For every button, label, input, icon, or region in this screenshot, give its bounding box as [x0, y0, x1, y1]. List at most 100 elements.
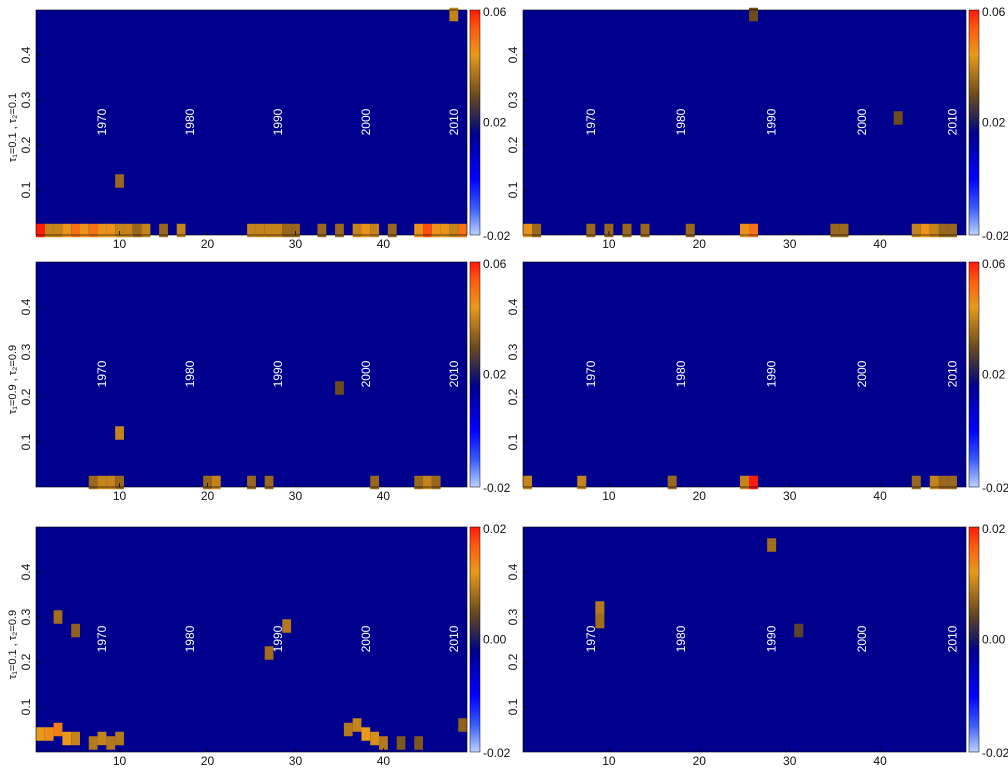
heatmap-cell — [839, 223, 849, 238]
heatmap-cell — [53, 610, 63, 624]
heatmap-cell — [264, 646, 274, 660]
heatmap-cell — [97, 223, 107, 238]
heatmap-cell — [176, 223, 186, 238]
heatmap-cell — [920, 223, 930, 238]
heatmap-cell — [115, 174, 124, 188]
colorbar-tick-label: 0.02 — [483, 116, 507, 130]
year-label: 1990 — [765, 360, 779, 387]
colorbar-tick-label: -0.02 — [982, 481, 1008, 495]
heatmap-background — [36, 527, 467, 752]
year-label: 1970 — [95, 625, 109, 652]
heatmap-cell — [335, 381, 344, 395]
heatmap-cell — [370, 731, 380, 746]
x-tick-label: 40 — [873, 489, 887, 503]
x-tick-label: 10 — [602, 754, 616, 768]
x-tick-label: 20 — [693, 237, 707, 251]
x-tick-label: 30 — [289, 489, 303, 503]
heatmap-cell — [211, 475, 221, 490]
x-tick-label: 20 — [201, 489, 215, 503]
heatmap-cell — [352, 718, 362, 732]
colorbar — [968, 526, 980, 753]
y-tick-label: 0.3 — [19, 343, 33, 360]
heatmap-background — [36, 262, 467, 487]
heatmap-cell — [115, 475, 124, 490]
y-tick-label: 0.2 — [506, 388, 520, 405]
heatmap-cell — [929, 475, 939, 490]
heatmap-cell — [282, 223, 292, 238]
heatmap-cell — [423, 223, 432, 238]
colorbar-tick-label: 0.06 — [483, 257, 507, 271]
year-label: 1980 — [674, 108, 688, 135]
colorbar-tick-label: 0.02 — [982, 522, 1006, 536]
colorbar-tick-label: 0.00 — [982, 633, 1006, 647]
year-label: 2010 — [447, 625, 461, 652]
heatmap-cell — [595, 614, 605, 629]
heatmap-cell — [71, 623, 80, 638]
heatmap-cell — [370, 223, 380, 238]
heatmap-cell — [62, 223, 72, 238]
x-tick-label: 30 — [783, 237, 797, 251]
heatmap-cell — [767, 538, 777, 552]
heatmap-cell — [685, 223, 695, 238]
heatmap-background — [36, 10, 467, 235]
heatmap-cell — [264, 223, 274, 238]
heatmap-cell — [595, 601, 605, 615]
heatmap-panel-2: 10 20 30 40 0.1 0.2 0.3 0.4 1970 1980 1990 2000 2010… — [506, 5, 1008, 251]
y-tick-label: 0.4 — [506, 46, 520, 63]
heatmap-cell — [273, 223, 283, 238]
y-tick-label: 0.4 — [19, 563, 33, 580]
year-label: 1980 — [183, 360, 197, 387]
year-label: 1990 — [271, 625, 285, 652]
year-label: 1980 — [674, 625, 688, 652]
y-tick-label: 0.3 — [506, 91, 520, 108]
y-tick-label: 0.3 — [506, 608, 520, 625]
heatmap-cell — [911, 475, 921, 490]
heatmap-cell — [749, 475, 759, 490]
heatmap-cell — [458, 223, 467, 238]
y-tick-label: 0.2 — [19, 388, 33, 405]
y-tick-label: 0.1 — [19, 433, 33, 450]
heatmap-background — [523, 10, 966, 235]
plot-frame — [522, 526, 967, 753]
heatmap-cell — [911, 223, 921, 238]
heatmap-panel-4: 10 20 30 40 0.1 0.2 0.3 0.4 1970 1980 1990 2000 2010… — [506, 257, 1008, 503]
x-tick-label: 40 — [873, 237, 887, 251]
x-tick-label: 30 — [783, 754, 797, 768]
x-tick-label: 40 — [873, 754, 887, 768]
heatmap-panel-1: 10 20 30 40 0.1 0.2 0.3 0.4 1970 1980 1990 2000 2010… — [7, 5, 511, 251]
year-label: 1970 — [584, 108, 598, 135]
colorbar-tick-label: -0.02 — [483, 481, 511, 495]
heatmap-cell — [141, 223, 151, 238]
year-label: 1980 — [183, 625, 197, 652]
heatmap-cell — [44, 727, 54, 741]
y-tick-label: 0.1 — [506, 433, 520, 450]
year-label: 1980 — [183, 108, 197, 135]
y-tick-label: 0.2 — [19, 653, 33, 670]
heatmap-cell — [44, 223, 54, 238]
heatmap-cell — [739, 475, 750, 490]
heatmap-cell — [449, 223, 459, 238]
x-tick-label: 40 — [377, 237, 391, 251]
heatmap-cell — [247, 223, 256, 238]
heatmap-cell — [88, 223, 98, 238]
heatmap-cell — [115, 223, 124, 238]
y-tick-label: 0.4 — [506, 298, 520, 315]
heatmap-cell — [414, 223, 424, 238]
heatmap-cell — [830, 223, 840, 238]
year-label: 2000 — [359, 625, 373, 652]
heatmap-cell — [893, 111, 903, 125]
heatmap-cell — [947, 223, 957, 238]
heatmap-cell — [36, 223, 45, 238]
heatmap-cell — [604, 223, 614, 238]
heatmap-cell — [36, 727, 45, 741]
year-label: 2010 — [447, 108, 461, 135]
heatmap-cell — [264, 475, 274, 490]
heatmap-cell — [115, 426, 124, 440]
x-tick-label: 20 — [201, 237, 215, 251]
heatmap-cell — [523, 475, 533, 490]
colorbar — [469, 526, 481, 753]
year-label: 2000 — [855, 360, 869, 387]
colorbar — [968, 9, 980, 236]
heatmap-cell — [317, 223, 327, 238]
heatmap-cell — [79, 223, 89, 238]
